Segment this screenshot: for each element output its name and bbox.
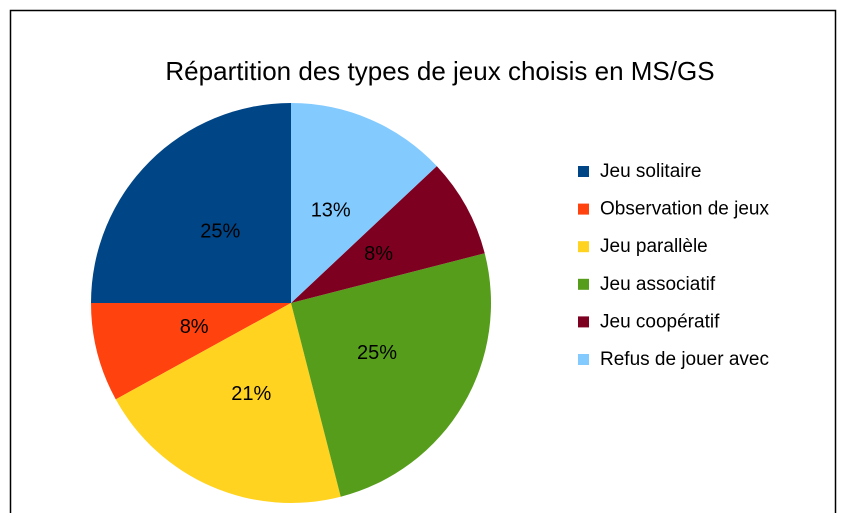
legend-label: Refus de jouer avec [600, 349, 769, 370]
legend-swatch [578, 166, 589, 177]
pie-slice [91, 303, 291, 400]
data-label: 25% [357, 342, 397, 364]
legend-swatch [578, 278, 589, 290]
legend-label: Jeu solitaire [600, 161, 701, 182]
pie-slice [115, 303, 341, 504]
legend-label: Jeu coopératif [600, 311, 720, 332]
data-label: 21% [231, 383, 271, 405]
legend-label: Jeu parallèle [600, 236, 708, 257]
data-label: 25% [200, 221, 240, 243]
legend-label: Observation de jeux [600, 199, 769, 220]
legend-swatch [578, 354, 589, 365]
legend-label: Jeu associatif [600, 274, 716, 295]
pie-slice [291, 253, 492, 497]
legend-swatch [578, 316, 589, 328]
legend-swatch [578, 203, 589, 215]
data-label: 13% [311, 200, 351, 222]
data-label: 8% [180, 316, 209, 338]
pie-slice [91, 103, 291, 303]
chart-title: Répartition des types de jeux choisis en… [165, 56, 714, 86]
legend-swatch [578, 241, 589, 253]
pie-slice [291, 103, 437, 303]
pie-slice [291, 166, 485, 303]
data-label: 8% [364, 243, 393, 265]
